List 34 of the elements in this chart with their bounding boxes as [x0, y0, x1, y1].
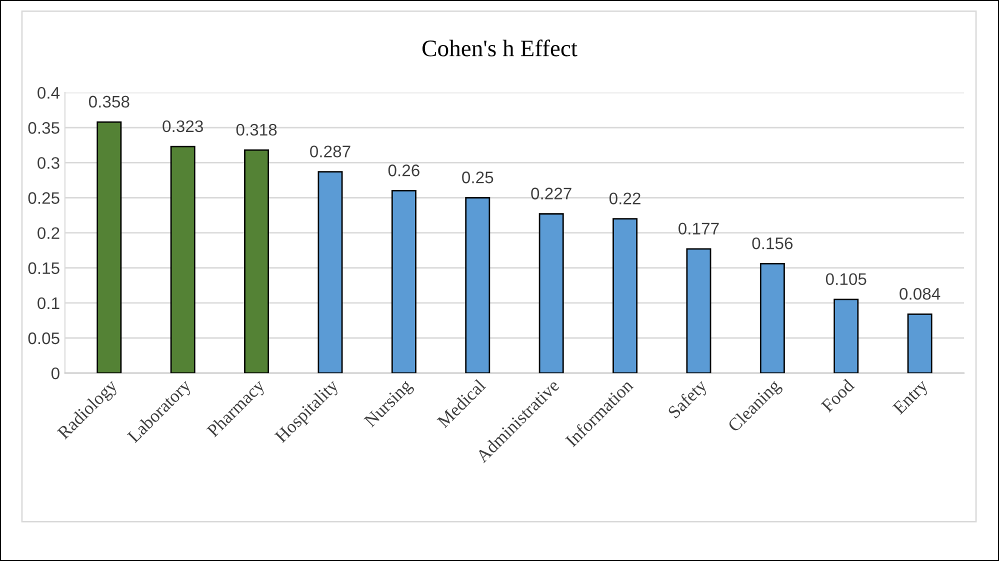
- bar: [538, 213, 564, 374]
- y-tick-label: 0.15: [28, 262, 60, 274]
- bar: [318, 171, 343, 374]
- bar: [244, 149, 270, 374]
- y-tick-label: 0.35: [28, 122, 60, 134]
- y-tick-label: 0.2: [38, 227, 60, 240]
- y-tick-label: 0.1: [38, 297, 60, 310]
- bar: [834, 298, 859, 374]
- y-tick-label: 0.3: [38, 157, 60, 169]
- bar: [391, 190, 416, 374]
- data-label: 0.26: [388, 164, 420, 176]
- bar: [612, 218, 638, 374]
- y-tick-label: 0: [51, 367, 60, 380]
- y-tick-label: 0.05: [28, 332, 60, 344]
- bar: [465, 197, 490, 374]
- data-label: 0.25: [462, 172, 494, 184]
- y-tick-label: 0.25: [28, 192, 60, 204]
- chart-title: Cohen's h Effect: [422, 40, 578, 56]
- data-label: 0.177: [678, 222, 719, 235]
- data-label: 0.156: [752, 237, 793, 250]
- y-tick-label: 0.4: [38, 86, 60, 99]
- data-label: 0.323: [162, 120, 203, 132]
- bar: [907, 313, 932, 374]
- bar: [760, 262, 785, 374]
- bar: [170, 146, 196, 374]
- data-label: 0.318: [236, 124, 277, 136]
- bar: [96, 121, 122, 374]
- data-label: 0.22: [609, 192, 640, 204]
- data-label: 0.287: [310, 146, 350, 158]
- data-label: 0.084: [900, 288, 940, 300]
- data-label: 0.358: [88, 96, 130, 108]
- bar: [686, 248, 712, 374]
- data-label: 0.105: [826, 273, 866, 286]
- data-label: 0.227: [531, 188, 572, 200]
